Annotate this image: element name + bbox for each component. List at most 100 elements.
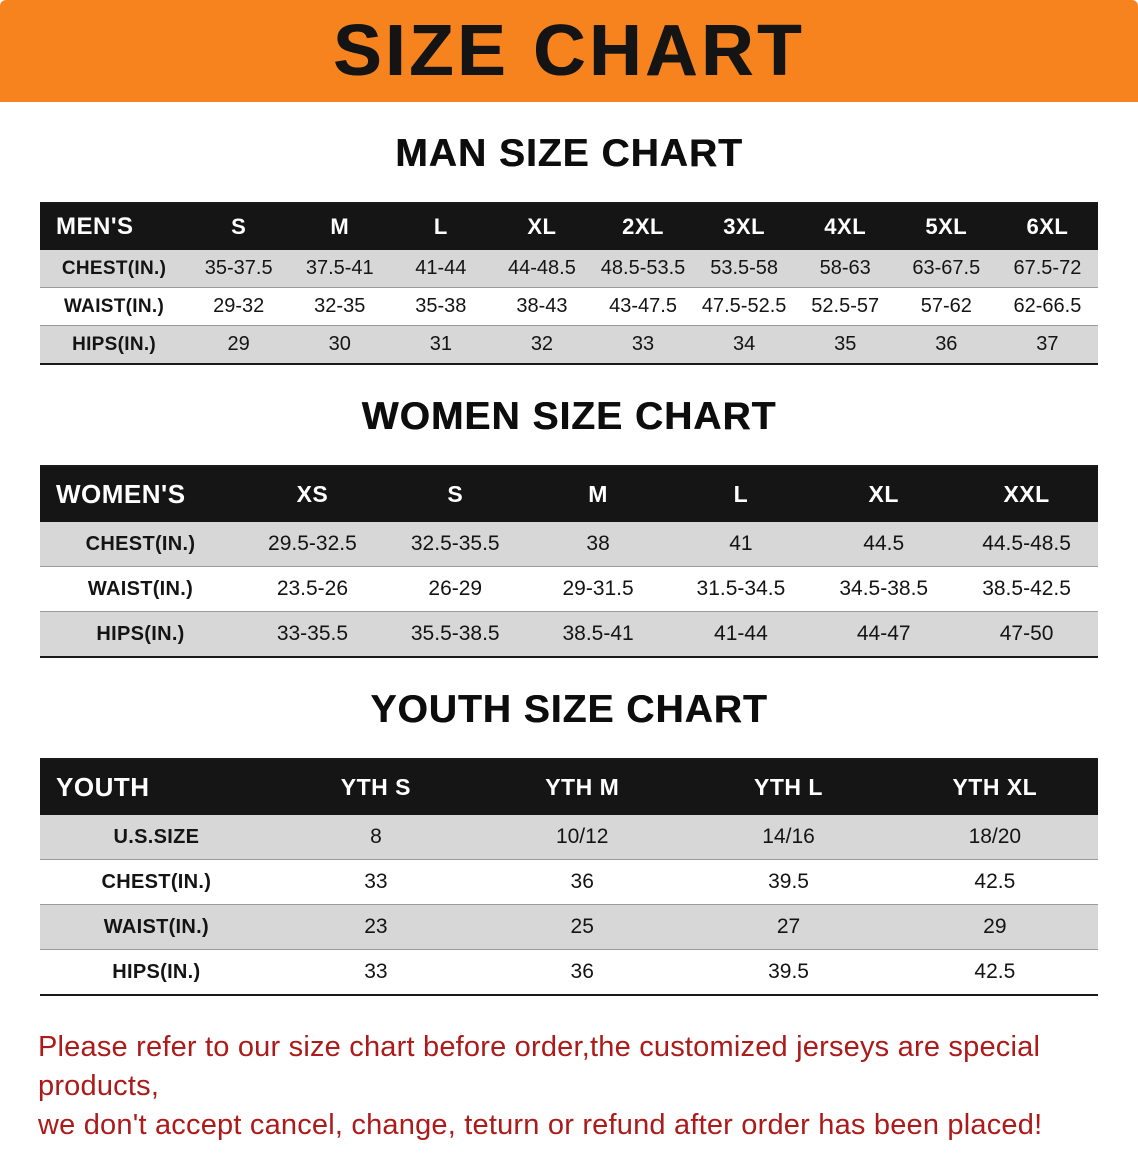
size-value-cell: 38 bbox=[526, 522, 670, 567]
size-header-cell: S bbox=[383, 466, 527, 522]
size-value-cell: 35.5-38.5 bbox=[383, 611, 527, 657]
table-title-cell: MEN'S bbox=[40, 203, 189, 250]
row-label: CHEST(IN.) bbox=[40, 859, 273, 905]
youth-table-wrap: YOUTH YTH S YTH M YTH L YTH XL U.S.SIZE 8 10/12… bbox=[40, 758, 1098, 996]
size-value-cell: 35 bbox=[794, 325, 896, 364]
youth-section: YOUTH SIZE CHART YOUTH YTH S YTH M YTH L YTH… bbox=[0, 688, 1138, 996]
size-value-cell: 36 bbox=[479, 859, 686, 905]
table-header-row: YOUTH YTH S YTH M YTH L YTH XL bbox=[40, 759, 1098, 815]
table-row: U.S.SIZE 8 10/12 14/16 18/20 bbox=[40, 815, 1098, 860]
size-value-cell: 42.5 bbox=[891, 949, 1098, 995]
size-header-cell: S bbox=[188, 203, 290, 250]
size-value-cell: 38.5-42.5 bbox=[955, 566, 1098, 612]
table-row: CHEST(IN.) 35-37.5 37.5-41 41-44 44-48.5 48.5… bbox=[40, 250, 1098, 288]
size-value-cell: 33-35.5 bbox=[241, 611, 384, 657]
size-value-cell: 14/16 bbox=[685, 815, 892, 860]
size-value-cell: 33 bbox=[272, 859, 480, 905]
size-value-cell: 32 bbox=[491, 325, 593, 364]
size-value-cell: 36 bbox=[479, 949, 686, 995]
size-header-cell: M bbox=[289, 203, 391, 250]
size-value-cell: 37 bbox=[996, 325, 1098, 364]
size-value-cell: 41 bbox=[669, 522, 813, 567]
size-value-cell: 34 bbox=[693, 325, 795, 364]
table-row: CHEST(IN.) 33 36 39.5 42.5 bbox=[40, 859, 1098, 905]
size-header-cell: YTH M bbox=[479, 759, 686, 815]
size-value-cell: 38-43 bbox=[491, 287, 593, 326]
size-value-cell: 35-38 bbox=[390, 287, 492, 326]
size-value-cell: 44.5-48.5 bbox=[955, 522, 1098, 567]
size-value-cell: 30 bbox=[289, 325, 391, 364]
size-header-cell: 5XL bbox=[895, 203, 997, 250]
size-value-cell: 58-63 bbox=[794, 250, 896, 288]
size-value-cell: 10/12 bbox=[479, 815, 686, 860]
size-value-cell: 29.5-32.5 bbox=[241, 522, 384, 567]
size-value-cell: 39.5 bbox=[685, 949, 892, 995]
size-value-cell: 33 bbox=[272, 949, 480, 995]
row-label: CHEST(IN.) bbox=[40, 522, 242, 567]
table-row: HIPS(IN.) 29 30 31 32 33 34 35 36 37 bbox=[40, 325, 1098, 364]
size-value-cell: 41-44 bbox=[669, 611, 813, 657]
size-value-cell: 67.5-72 bbox=[996, 250, 1098, 288]
size-value-cell: 48.5-53.5 bbox=[592, 250, 694, 288]
size-value-cell: 33 bbox=[592, 325, 694, 364]
size-header-cell: M bbox=[526, 466, 670, 522]
size-header-cell: 4XL bbox=[794, 203, 896, 250]
size-value-cell: 62-66.5 bbox=[996, 287, 1098, 326]
row-label: HIPS(IN.) bbox=[40, 611, 242, 657]
size-value-cell: 42.5 bbox=[891, 859, 1098, 905]
size-value-cell: 41-44 bbox=[390, 250, 492, 288]
size-header-cell: YTH L bbox=[685, 759, 892, 815]
mens-size-table: MEN'S S M L XL 2XL 3XL 4XL 5XL 6XL CHEST(IN.) 35-37… bbox=[40, 202, 1098, 365]
size-value-cell: 29 bbox=[188, 325, 290, 364]
size-header-cell: 6XL bbox=[996, 203, 1098, 250]
size-value-cell: 39.5 bbox=[685, 859, 892, 905]
size-header-cell: L bbox=[669, 466, 813, 522]
size-value-cell: 29-31.5 bbox=[526, 566, 670, 612]
size-value-cell: 44.5 bbox=[812, 522, 956, 567]
size-value-cell: 34.5-38.5 bbox=[812, 566, 956, 612]
size-value-cell: 47-50 bbox=[955, 611, 1098, 657]
size-header-cell: XS bbox=[241, 466, 384, 522]
row-label: WAIST(IN.) bbox=[40, 904, 273, 950]
table-row: WAIST(IN.) 23.5-26 26-29 29-31.5 31.5-34.5 34… bbox=[40, 566, 1098, 612]
size-header-cell: XXL bbox=[955, 466, 1098, 522]
size-value-cell: 29 bbox=[891, 904, 1098, 950]
womens-table-wrap: WOMEN'S XS S M L XL XXL CHEST(IN.) 29.5-32.5 32.5… bbox=[40, 465, 1098, 658]
row-label: HIPS(IN.) bbox=[40, 325, 189, 364]
disclaimer-text: Please refer to our size chart before or… bbox=[38, 1028, 1100, 1145]
size-header-cell: YTH S bbox=[272, 759, 480, 815]
size-header-cell: 3XL bbox=[693, 203, 795, 250]
size-value-cell: 29-32 bbox=[188, 287, 290, 326]
size-header-cell: 2XL bbox=[592, 203, 694, 250]
row-label: CHEST(IN.) bbox=[40, 250, 189, 288]
mens-section: MAN SIZE CHART MEN'S S M L XL 2XL 3XL 4XL 5XL 6XL… bbox=[0, 132, 1138, 365]
size-chart-banner: SIZE CHART bbox=[0, 0, 1138, 102]
size-value-cell: 53.5-58 bbox=[693, 250, 795, 288]
mens-table-wrap: MEN'S S M L XL 2XL 3XL 4XL 5XL 6XL CHEST(IN.) 35-37… bbox=[40, 202, 1098, 365]
size-value-cell: 8 bbox=[272, 815, 480, 860]
size-value-cell: 32-35 bbox=[289, 287, 391, 326]
womens-section-heading: WOMEN SIZE CHART bbox=[361, 395, 777, 438]
size-value-cell: 31 bbox=[390, 325, 492, 364]
size-value-cell: 31.5-34.5 bbox=[669, 566, 813, 612]
size-value-cell: 44-47 bbox=[812, 611, 956, 657]
table-title-cell: YOUTH bbox=[40, 759, 273, 815]
size-value-cell: 44-48.5 bbox=[491, 250, 593, 288]
womens-section: WOMEN SIZE CHART WOMEN'S XS S M L XL XXL CHEST(… bbox=[0, 395, 1138, 658]
size-value-cell: 63-67.5 bbox=[895, 250, 997, 288]
size-header-cell: L bbox=[390, 203, 492, 250]
row-label: WAIST(IN.) bbox=[40, 566, 242, 612]
size-header-cell: XL bbox=[812, 466, 956, 522]
womens-size-table: WOMEN'S XS S M L XL XXL CHEST(IN.) 29.5-32.5 32.5… bbox=[40, 465, 1098, 658]
size-header-cell: YTH XL bbox=[891, 759, 1098, 815]
youth-section-heading: YOUTH SIZE CHART bbox=[370, 688, 768, 731]
table-header-row: WOMEN'S XS S M L XL XXL bbox=[40, 466, 1098, 522]
table-row: CHEST(IN.) 29.5-32.5 32.5-35.5 38 41 44.5 44.5… bbox=[40, 522, 1098, 567]
size-value-cell: 23.5-26 bbox=[241, 566, 384, 612]
size-header-cell: XL bbox=[491, 203, 593, 250]
banner-title: SIZE CHART bbox=[333, 11, 805, 91]
disclaimer-line-1: Please refer to our size chart before or… bbox=[38, 1031, 1041, 1103]
size-value-cell: 37.5-41 bbox=[289, 250, 391, 288]
size-value-cell: 25 bbox=[479, 904, 686, 950]
table-row: WAIST(IN.) 23 25 27 29 bbox=[40, 904, 1098, 950]
